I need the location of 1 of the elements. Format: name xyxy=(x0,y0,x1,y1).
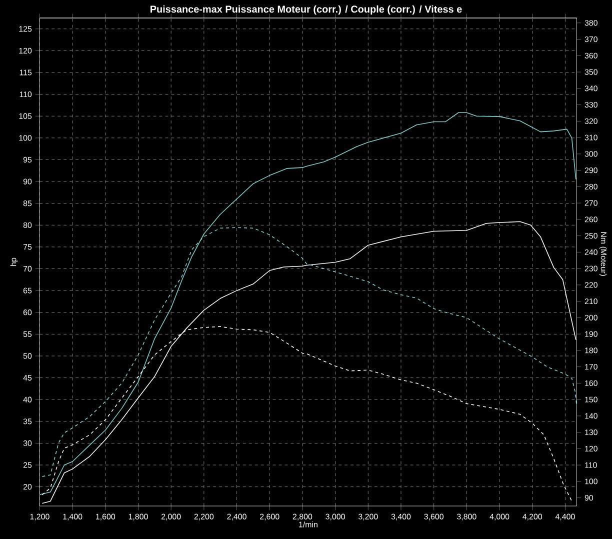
chart-title: Puissance-max Puissance Moteur (corr.) / Couple (corr.) / Vitess e xyxy=(150,5,462,15)
